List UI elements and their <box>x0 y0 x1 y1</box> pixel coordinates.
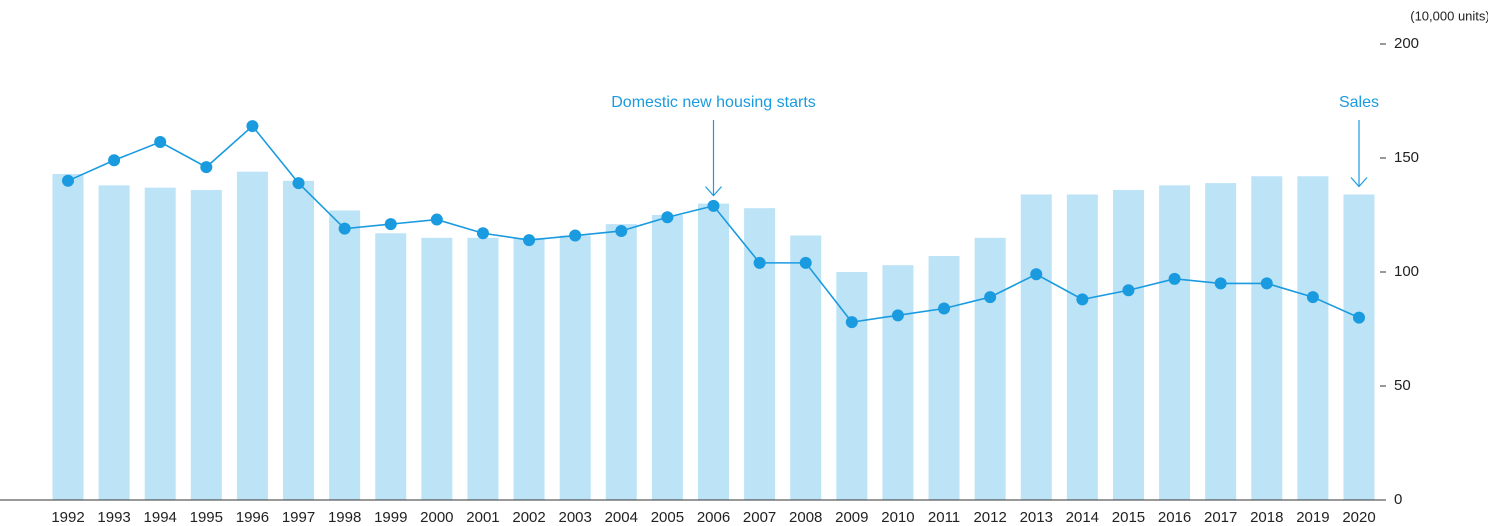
bar <box>467 237 499 501</box>
line-point <box>1214 277 1227 290</box>
bar <box>698 203 729 500</box>
x-tick-label: 2000 <box>420 509 453 526</box>
x-tick-label: 1996 <box>236 509 269 526</box>
y-tick-label: 50 <box>1394 377 1411 394</box>
bar <box>651 215 683 500</box>
line-point <box>569 229 582 242</box>
bar <box>1251 176 1283 501</box>
line-point <box>1030 268 1043 281</box>
bar <box>144 187 176 500</box>
line-point <box>1353 311 1365 324</box>
bar <box>1343 194 1375 501</box>
line-point <box>384 218 397 231</box>
line-point <box>845 316 858 329</box>
x-tick-label: 2005 <box>651 509 684 526</box>
x-tick-label: 2017 <box>1204 509 1237 526</box>
line-point <box>246 120 259 133</box>
x-tick-label: 2014 <box>1066 509 1099 526</box>
line-point <box>615 224 628 237</box>
x-tick-label: 2020 <box>1342 509 1375 526</box>
line-point <box>984 291 997 304</box>
x-tick-label: 2002 <box>512 509 545 526</box>
x-tick-label: 2019 <box>1296 509 1329 526</box>
line-point <box>938 302 951 315</box>
bar <box>1020 194 1052 501</box>
bar <box>974 237 1006 501</box>
x-tick-label: 2013 <box>1020 509 1053 526</box>
line-point <box>292 177 305 190</box>
bar <box>790 235 822 500</box>
y-tick-label: 200 <box>1394 35 1419 52</box>
x-tick-label: 1994 <box>144 509 177 526</box>
x-tick-label: 2016 <box>1158 509 1191 526</box>
x-tick-label: 1995 <box>190 509 223 526</box>
y-tick-label: 100 <box>1394 263 1419 280</box>
bar <box>1112 189 1144 501</box>
bar <box>52 173 84 500</box>
x-tick-label: 1998 <box>328 509 361 526</box>
bar <box>559 235 591 500</box>
line-point <box>108 154 121 167</box>
y-tick-label: 150 <box>1394 149 1419 166</box>
line-point <box>476 227 489 240</box>
bar <box>1066 194 1098 501</box>
bar <box>744 208 776 500</box>
bar <box>98 185 130 501</box>
bar <box>236 171 268 500</box>
line-point <box>338 222 351 235</box>
annotation-arrowhead <box>1350 177 1368 188</box>
bar <box>1205 183 1237 500</box>
x-tick-label: 2018 <box>1250 509 1283 526</box>
bar <box>605 224 637 500</box>
x-tick-label: 2010 <box>881 509 914 526</box>
line-point <box>1260 277 1273 290</box>
line-point <box>523 234 536 247</box>
bar <box>421 237 453 501</box>
line-point <box>154 136 167 149</box>
line-point <box>1306 291 1319 304</box>
annotation: Sales <box>1339 94 1379 111</box>
annotation-arrowhead <box>705 186 722 197</box>
bar <box>329 210 361 500</box>
bar <box>190 189 222 501</box>
x-tick-label: 2012 <box>973 509 1006 526</box>
x-tick-label: 2006 <box>697 509 730 526</box>
x-tick-label: 2008 <box>789 509 822 526</box>
x-tick-label: 2011 <box>928 509 960 526</box>
line-point <box>1122 284 1135 297</box>
line-point <box>891 309 904 322</box>
x-tick-label: 2009 <box>835 509 868 526</box>
line-point <box>707 199 720 212</box>
x-tick-label: 1997 <box>282 509 315 526</box>
x-tick-label: 1992 <box>51 509 84 526</box>
unit-label: (10,000 units) <box>1410 8 1488 23</box>
line-point <box>753 256 766 269</box>
line-point <box>62 174 74 187</box>
bar <box>882 265 914 500</box>
x-tick-label: 2001 <box>466 509 499 526</box>
x-tick-label: 1999 <box>374 509 407 526</box>
line-point <box>1168 272 1181 285</box>
bar <box>928 256 960 500</box>
line-point <box>661 211 674 224</box>
bar <box>836 272 868 500</box>
line-point <box>200 161 213 174</box>
line-point <box>1076 293 1089 306</box>
bar <box>1297 176 1329 501</box>
x-tick-label: 2015 <box>1112 509 1145 526</box>
y-tick-label: 0 <box>1394 491 1402 508</box>
line-point <box>430 213 443 226</box>
annotation: Domestic new housing starts <box>611 94 816 111</box>
bar <box>283 180 315 501</box>
bar <box>1159 185 1191 501</box>
line-point <box>799 256 812 269</box>
x-tick-label: 2003 <box>558 509 591 526</box>
bar <box>513 237 545 501</box>
x-tick-label: 1993 <box>97 509 130 526</box>
bar <box>375 233 407 501</box>
x-tick-label: 2007 <box>743 509 776 526</box>
x-tick-label: 2004 <box>605 509 638 526</box>
